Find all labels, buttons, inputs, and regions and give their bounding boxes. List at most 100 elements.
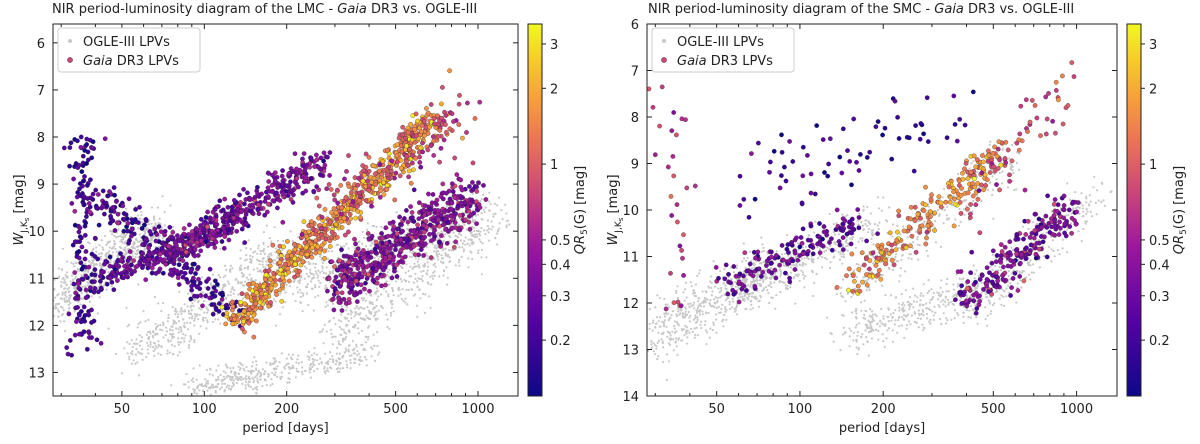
gaia-point — [303, 245, 309, 250]
ogle-point — [486, 224, 489, 228]
ogle-point — [200, 308, 203, 311]
ogle-point — [112, 245, 115, 248]
ogle-point — [101, 265, 104, 268]
gaia-point — [420, 149, 425, 155]
ogle-point — [226, 366, 229, 369]
ogle-point — [256, 379, 259, 383]
ogle-point — [105, 252, 108, 255]
ogle-point — [313, 358, 316, 361]
gaia-point — [355, 208, 361, 214]
ogle-point — [480, 226, 483, 230]
ogle-point — [147, 318, 150, 321]
ogle-point — [381, 307, 384, 310]
gaia-point — [184, 277, 189, 282]
ogle-point — [412, 294, 415, 297]
ogle-point — [473, 219, 477, 222]
gaia-point — [248, 196, 254, 202]
gaia-point — [146, 245, 151, 251]
ogle-point — [377, 258, 380, 261]
ogle-point — [274, 371, 277, 374]
ogle-point — [73, 287, 76, 290]
ogle-point — [156, 333, 159, 336]
ogle-point — [179, 326, 183, 329]
ogle-point — [211, 289, 214, 292]
ogle-point — [228, 375, 231, 378]
ogle-point — [316, 276, 319, 279]
gaia-point — [329, 229, 335, 235]
ogle-point — [149, 343, 152, 346]
ogle-point — [223, 264, 227, 267]
gaia-point — [153, 238, 159, 244]
ogle-point — [162, 336, 165, 339]
gaia-point — [418, 247, 424, 252]
gaia-point — [335, 290, 340, 296]
ogle-point — [241, 275, 244, 278]
ogle-point — [311, 357, 314, 361]
ogle-point — [429, 306, 432, 309]
ogle-point — [426, 261, 429, 264]
ogle-point — [124, 248, 127, 252]
gaia-point — [211, 285, 217, 290]
ogle-point — [102, 248, 105, 251]
ogle-point — [77, 300, 80, 303]
ogle-point — [352, 352, 355, 355]
gaia-point — [286, 171, 292, 177]
ogle-point — [247, 383, 250, 386]
ogle-point — [318, 255, 321, 258]
ogle-point — [219, 276, 222, 279]
ogle-point — [229, 264, 232, 267]
ogle-point — [377, 353, 380, 356]
gaia-point — [277, 287, 283, 293]
ogle-point — [311, 362, 314, 365]
gaia-point — [254, 318, 259, 324]
ogle-point — [342, 367, 345, 370]
ogle-point — [73, 277, 76, 280]
ogle-point — [190, 379, 193, 382]
gaia-point — [219, 239, 225, 244]
ogle-point — [411, 267, 414, 270]
ogle-point — [469, 250, 472, 253]
ogle-point — [163, 224, 166, 227]
ogle-point — [256, 267, 259, 270]
ogle-point — [457, 261, 460, 264]
ogle-point — [151, 346, 155, 349]
gaia-point — [308, 176, 314, 181]
ogle-point — [200, 276, 203, 279]
ogle-point — [167, 340, 170, 343]
ogle-point — [110, 285, 113, 288]
gaia-point — [370, 266, 375, 271]
ogle-point — [176, 315, 179, 318]
ogle-point — [282, 239, 285, 243]
ogle-point — [207, 309, 210, 312]
gaia-point — [280, 178, 286, 184]
ogle-point — [392, 310, 395, 313]
gaia-point — [437, 118, 442, 124]
ogle-point — [284, 301, 287, 304]
x-tick-label: 50 — [114, 402, 131, 417]
colorbar-label-sub: 5 — [580, 229, 590, 235]
ogle-point — [81, 297, 84, 300]
ogle-point — [371, 347, 374, 350]
gaia-point — [420, 140, 425, 146]
ogle-point — [326, 362, 329, 365]
ogle-point — [157, 344, 161, 348]
ogle-point — [100, 251, 103, 254]
ogle-point — [350, 354, 353, 357]
ogle-point — [284, 291, 287, 294]
ogle-point — [354, 313, 357, 316]
gaia-point — [319, 214, 325, 220]
gaia-point — [234, 228, 240, 234]
ogle-point — [327, 273, 331, 276]
y-axis-label-unit: [mag] — [12, 174, 27, 217]
ogle-point — [257, 369, 260, 373]
ogle-point — [682, 328, 685, 331]
gaia-point — [219, 304, 225, 310]
ogle-point — [90, 262, 93, 265]
ogle-point — [174, 312, 177, 316]
gaia-point — [289, 253, 294, 259]
ogle-point — [463, 240, 466, 243]
ogle-point — [446, 276, 449, 279]
gaia-point — [171, 247, 177, 253]
ogle-point — [299, 301, 303, 304]
ogle-point — [474, 233, 477, 236]
